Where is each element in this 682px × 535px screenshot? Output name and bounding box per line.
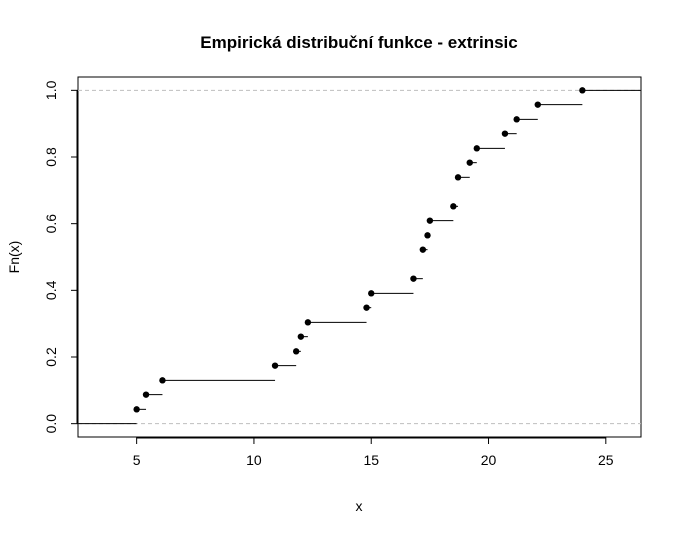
step-points: [133, 87, 586, 413]
y-axis: 0.0 0.2 0.4 0.6 0.8 1.0: [43, 80, 78, 433]
y-tick-label: 0.6: [43, 214, 59, 234]
step-point: [450, 203, 457, 210]
step-segments: [78, 89, 641, 425]
y-axis-label: Fn(x): [6, 241, 22, 274]
x-tick-label: 10: [246, 452, 262, 468]
y-tick-label: 0.0: [43, 414, 59, 434]
x-tick-label: 20: [481, 452, 497, 468]
step-point: [454, 174, 462, 181]
step-point: [292, 348, 300, 355]
x-tick-label: 5: [133, 452, 141, 468]
step-point: [363, 304, 370, 311]
step-point: [271, 362, 279, 369]
step-point: [513, 116, 520, 123]
step-point: [426, 217, 434, 224]
reference-lines: [78, 89, 641, 425]
x-tick-label: 15: [363, 452, 379, 468]
y-tick-label: 1.0: [43, 80, 59, 100]
step-point: [534, 101, 541, 108]
x-axis: 5 10 15 20 25: [133, 437, 614, 468]
y-tick-label: 0.2: [43, 347, 59, 367]
step-point: [466, 159, 473, 166]
y-tick-label: 0.8: [43, 147, 59, 167]
chart-title: Empirická distribuční funkce - extrinsic: [200, 33, 517, 52]
step-point: [159, 377, 166, 384]
plot-frame: [77, 76, 642, 438]
step-point: [133, 406, 140, 413]
x-tick-label: 25: [598, 452, 614, 468]
y-tick-label: 0.4: [43, 280, 59, 300]
step-point: [473, 145, 480, 152]
step-point: [297, 333, 305, 340]
step-point: [501, 130, 509, 137]
step-point: [142, 391, 150, 398]
step-point: [579, 87, 586, 94]
step-point: [368, 290, 375, 297]
step-point: [304, 319, 312, 326]
step-point: [424, 232, 431, 239]
step-point: [419, 246, 427, 253]
step-point: [410, 275, 417, 282]
x-axis-label: x: [356, 498, 363, 514]
